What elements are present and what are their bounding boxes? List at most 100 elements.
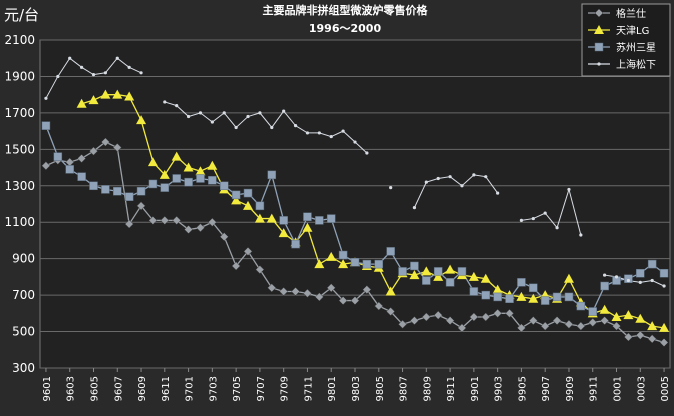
data-point xyxy=(160,216,170,225)
data-point xyxy=(563,273,574,283)
data-point xyxy=(207,160,218,170)
data-point xyxy=(599,304,610,314)
data-point xyxy=(303,288,312,298)
data-point xyxy=(624,332,633,342)
data-point xyxy=(659,322,670,332)
data-point xyxy=(529,283,538,293)
data-point xyxy=(540,296,550,305)
data-point xyxy=(305,131,310,135)
data-point xyxy=(540,321,550,331)
data-point xyxy=(505,294,514,304)
x-axis-ticks: 9601 9603 9605 9607 9609 9611 9701 9703 9705 9707… xyxy=(42,368,671,401)
data-point xyxy=(374,259,384,269)
data-point xyxy=(160,183,170,192)
data-point xyxy=(76,98,87,108)
data-point xyxy=(303,212,312,222)
data-point xyxy=(163,100,167,104)
data-point xyxy=(480,273,491,283)
x-tick-label: 0001 xyxy=(613,376,624,401)
data-point xyxy=(385,286,396,296)
legend-marker xyxy=(594,42,604,52)
data-point xyxy=(517,323,526,333)
data-point xyxy=(183,162,194,172)
x-tick-label: 9803 xyxy=(351,376,362,401)
data-point xyxy=(315,216,324,225)
data-point xyxy=(293,124,298,128)
x-tick-label: 9707 xyxy=(256,376,267,401)
data-point xyxy=(386,307,396,316)
x-tick-label: 9709 xyxy=(280,376,291,401)
data-point xyxy=(635,330,645,340)
data-point xyxy=(279,287,289,296)
y-tick-label: 2100 xyxy=(4,33,35,47)
data-point xyxy=(496,191,500,195)
data-point xyxy=(636,268,645,278)
data-point xyxy=(567,187,571,192)
data-point xyxy=(433,310,443,320)
data-point xyxy=(147,157,158,167)
data-point xyxy=(614,275,619,279)
data-point xyxy=(398,319,407,329)
data-point xyxy=(564,292,574,302)
data-point xyxy=(222,111,226,115)
y-tick-label: 1500 xyxy=(4,142,35,156)
data-point xyxy=(208,176,217,185)
data-point xyxy=(350,296,360,305)
data-point xyxy=(469,312,479,322)
data-point xyxy=(77,154,86,163)
data-point xyxy=(243,188,253,198)
y-tick-label: 300 xyxy=(12,361,35,375)
data-point xyxy=(350,258,360,267)
data-point xyxy=(124,192,134,201)
data-point xyxy=(421,266,432,276)
data-point xyxy=(492,284,503,294)
y-tick-label: 500 xyxy=(12,325,35,339)
y-tick-label: 1700 xyxy=(4,106,35,120)
data-point xyxy=(659,268,669,278)
data-point xyxy=(258,111,262,115)
data-point xyxy=(436,176,440,181)
data-point xyxy=(517,278,526,287)
data-point xyxy=(365,151,369,155)
data-point xyxy=(196,174,205,183)
data-point xyxy=(148,179,158,189)
x-tick-label: 9801 xyxy=(327,376,338,401)
data-point xyxy=(80,65,84,69)
data-point xyxy=(267,170,277,180)
data-point xyxy=(624,274,633,283)
data-point xyxy=(647,259,657,269)
data-point xyxy=(136,115,147,125)
x-tick-label: 0005 xyxy=(660,376,671,401)
data-point xyxy=(101,185,110,194)
data-point xyxy=(353,140,357,144)
data-point xyxy=(208,217,217,227)
data-point xyxy=(338,259,349,269)
data-point xyxy=(101,137,110,147)
data-point xyxy=(41,121,51,130)
x-tick-label: 9601 xyxy=(42,376,53,401)
x-tick-label: 9907 xyxy=(541,376,552,401)
data-point xyxy=(112,143,122,152)
series-markers xyxy=(41,56,670,347)
data-point xyxy=(519,218,524,222)
data-point xyxy=(468,271,479,281)
data-point xyxy=(255,265,265,274)
data-point xyxy=(175,104,179,108)
data-point xyxy=(588,318,598,327)
x-tick-label: 9809 xyxy=(422,376,433,401)
legend-label: 天津LG xyxy=(616,25,649,37)
data-point xyxy=(278,228,289,238)
data-point xyxy=(112,89,123,99)
data-point xyxy=(531,216,535,221)
data-point xyxy=(186,114,191,119)
data-point xyxy=(576,301,586,311)
data-point xyxy=(638,280,642,284)
data-point xyxy=(422,276,431,285)
data-point xyxy=(576,321,586,331)
data-point xyxy=(127,65,131,69)
data-point xyxy=(219,232,229,242)
data-point xyxy=(433,267,443,276)
data-point xyxy=(448,175,452,179)
data-point xyxy=(635,313,646,323)
